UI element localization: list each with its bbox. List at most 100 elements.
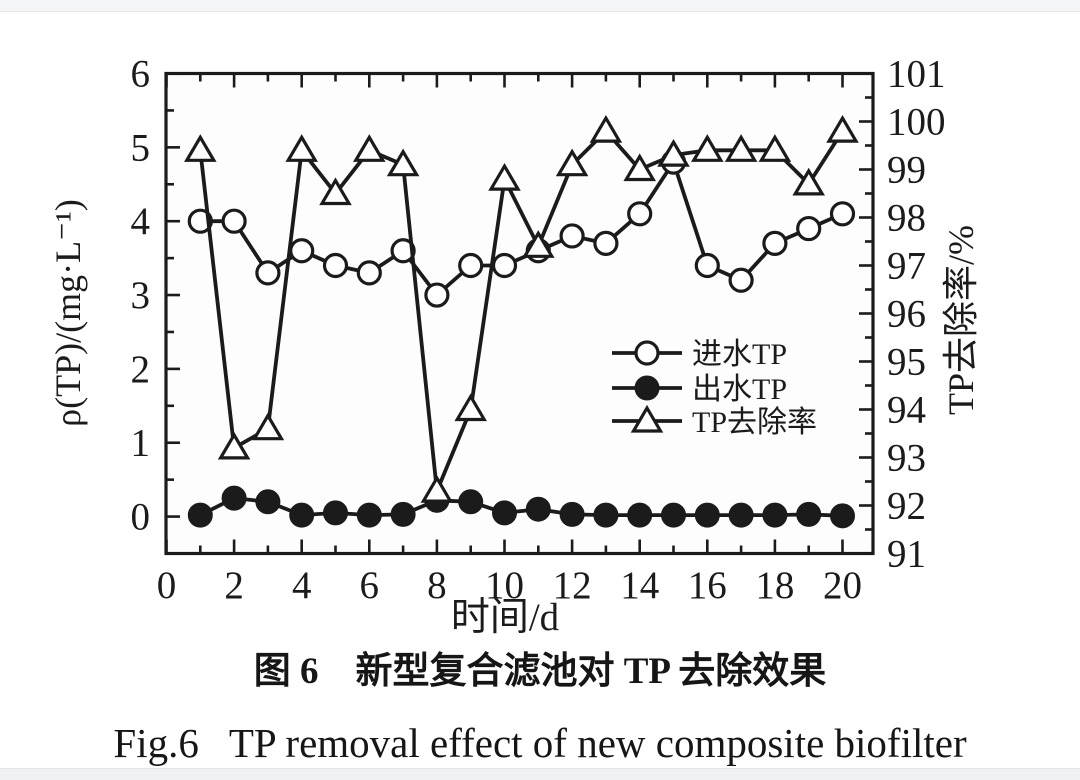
data-point-marker <box>623 153 656 182</box>
right-tick-label: 98 <box>887 197 926 240</box>
data-point-marker <box>830 503 855 529</box>
x-tick-label: 20 <box>823 564 862 607</box>
data-point-marker <box>289 238 315 264</box>
data-point-marker <box>492 500 517 526</box>
data-point-marker <box>323 500 348 526</box>
left-tick-label: 0 <box>131 496 151 539</box>
data-point-marker <box>593 502 619 528</box>
data-point-marker <box>322 252 349 279</box>
data-point-marker <box>458 252 484 279</box>
figure-caption-en: Fig.6 TP removal effect of new composite… <box>113 720 967 766</box>
tp-removal-chart: 0 2 4 6 8 10 12 14 16 18 2001234569192939495969798… <box>48 53 981 640</box>
x-tick-label: 10 <box>485 564 524 607</box>
x-tick-label: 8 <box>427 564 447 607</box>
right-tick-label: 92 <box>887 485 926 528</box>
data-point-marker <box>458 489 484 515</box>
x-tick-label: 14 <box>620 564 659 607</box>
data-point-marker <box>661 502 686 528</box>
data-point-marker <box>221 208 247 234</box>
data-point-marker <box>491 252 518 279</box>
axis-tick-labels: 0 2 4 6 8 10 12 14 16 18 2001234569192939495969798… <box>131 53 946 608</box>
data-point-marker <box>694 252 720 279</box>
data-point-marker <box>826 114 859 143</box>
series-effluent-tp <box>187 485 855 529</box>
data-point-marker <box>187 208 213 234</box>
figure-caption-zh: 图 6 新型复合滤池对 TP 去除效果 <box>253 651 827 692</box>
legend-label-tp-removal-rate: TP去除率 <box>692 406 817 439</box>
data-point-marker <box>356 502 382 528</box>
data-point-marker <box>522 230 555 258</box>
data-point-marker <box>630 404 664 433</box>
data-point-marker <box>184 134 217 162</box>
page-top-strip <box>0 0 1080 12</box>
data-point-marker <box>657 138 690 167</box>
data-point-marker <box>758 134 792 162</box>
x-tick-label: 18 <box>755 564 794 607</box>
data-point-marker <box>593 230 619 256</box>
data-point-marker <box>353 134 386 162</box>
axis-ticks <box>165 72 873 555</box>
x-tick-label: 4 <box>292 564 312 607</box>
data-point-marker <box>728 267 754 293</box>
right-tick-label: 97 <box>887 245 926 288</box>
data-point-marker <box>691 134 724 162</box>
data-point-marker <box>187 502 213 528</box>
data-point-marker <box>285 134 318 162</box>
right-tick-label: 99 <box>887 149 926 192</box>
left-axis-title: ρ(TP)/(mg·L⁻¹) <box>48 199 88 427</box>
data-point-marker <box>762 230 788 256</box>
page-bottom-strip <box>0 768 1080 780</box>
data-point-marker <box>796 215 822 242</box>
data-point-marker <box>525 496 551 522</box>
right-tick-label: 95 <box>887 341 926 384</box>
x-tick-label: 2 <box>224 564 244 607</box>
data-point-marker <box>555 148 589 177</box>
data-point-marker <box>255 260 281 286</box>
left-tick-label: 6 <box>131 53 151 96</box>
left-tick-label: 4 <box>131 200 151 243</box>
data-point-marker <box>390 238 416 264</box>
right-tick-label: 101 <box>887 53 946 96</box>
x-tick-label: 6 <box>360 564 380 607</box>
data-point-marker <box>634 375 660 401</box>
left-tick-label: 2 <box>131 348 151 391</box>
data-point-marker <box>627 201 653 227</box>
data-point-marker <box>390 501 416 527</box>
right-tick-label: 91 <box>887 533 926 576</box>
data-point-marker <box>694 502 720 528</box>
data-point-marker <box>217 431 251 460</box>
data-point-marker <box>488 162 521 191</box>
data-point-marker <box>289 502 315 528</box>
legend-label-influent-tp: 进水TP <box>692 338 787 371</box>
data-point-marker <box>420 474 454 503</box>
series-tp-removal-rate <box>184 114 859 503</box>
data-point-marker <box>386 148 420 177</box>
data-point-marker <box>627 502 653 528</box>
data-point-marker <box>634 340 660 366</box>
data-point-marker <box>251 412 285 441</box>
data-point-marker <box>792 167 825 196</box>
right-tick-label: 96 <box>887 293 926 336</box>
data-point-marker <box>559 223 585 249</box>
data-point-marker <box>728 502 754 528</box>
plot-frame <box>164 71 875 556</box>
left-tick-label: 1 <box>131 422 151 465</box>
data-point-marker <box>829 201 856 227</box>
left-tick-label: 5 <box>131 126 151 169</box>
x-tick-label: 0 <box>157 564 177 607</box>
data-point-marker <box>796 501 822 527</box>
series-influent-tp <box>187 149 856 308</box>
x-axis-title: 时间/d <box>451 596 560 639</box>
data-point-marker <box>319 177 352 206</box>
right-tick-label: 100 <box>887 101 946 144</box>
x-tick-label: 12 <box>553 564 592 607</box>
right-tick-label: 93 <box>887 437 926 480</box>
data-point-marker <box>255 489 281 515</box>
x-tick-label: 16 <box>688 564 727 607</box>
data-point-marker <box>589 114 623 143</box>
right-axis-title: TP去除率/% <box>941 225 981 415</box>
data-point-marker <box>454 393 487 422</box>
data-point-marker <box>221 485 247 511</box>
data-point-marker <box>724 134 758 162</box>
